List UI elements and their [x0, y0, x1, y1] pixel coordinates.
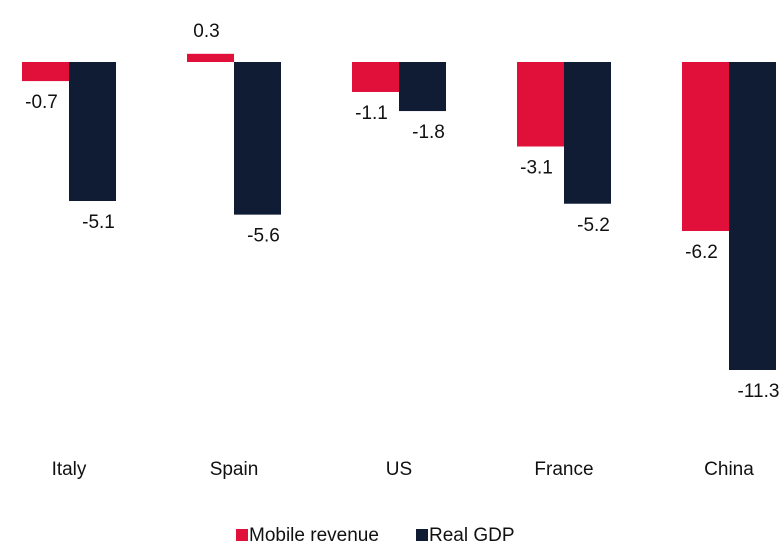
- legend-swatch: [236, 529, 248, 541]
- bar: [187, 53, 234, 62]
- bar: [682, 62, 729, 231]
- bar: [22, 62, 69, 82]
- bar: [564, 62, 611, 204]
- legend-swatch: [416, 529, 428, 541]
- data-label: -3.1: [520, 158, 553, 179]
- data-label: -5.2: [577, 215, 610, 236]
- data-label: -6.2: [685, 242, 718, 263]
- x-tick-label: China: [704, 459, 754, 480]
- bar: [234, 62, 281, 215]
- bar: [517, 62, 564, 147]
- legend-label: Mobile revenue: [249, 525, 379, 546]
- data-label: -11.3: [738, 381, 780, 402]
- x-tick-label: Italy: [52, 459, 87, 480]
- bar: [399, 62, 446, 112]
- data-label: -0.7: [25, 92, 58, 113]
- bar: [69, 62, 116, 202]
- data-label: -1.8: [412, 122, 445, 143]
- data-label: 0.3: [193, 21, 219, 42]
- data-label: -1.1: [355, 103, 388, 124]
- x-tick-label: France: [534, 459, 593, 480]
- x-tick-label: US: [386, 459, 412, 480]
- x-tick-label: Spain: [210, 459, 259, 480]
- legend-label: Real GDP: [429, 525, 515, 546]
- data-label: -5.6: [247, 226, 280, 247]
- bar: [352, 62, 399, 92]
- data-label: -5.1: [82, 212, 115, 233]
- bar: [729, 62, 776, 370]
